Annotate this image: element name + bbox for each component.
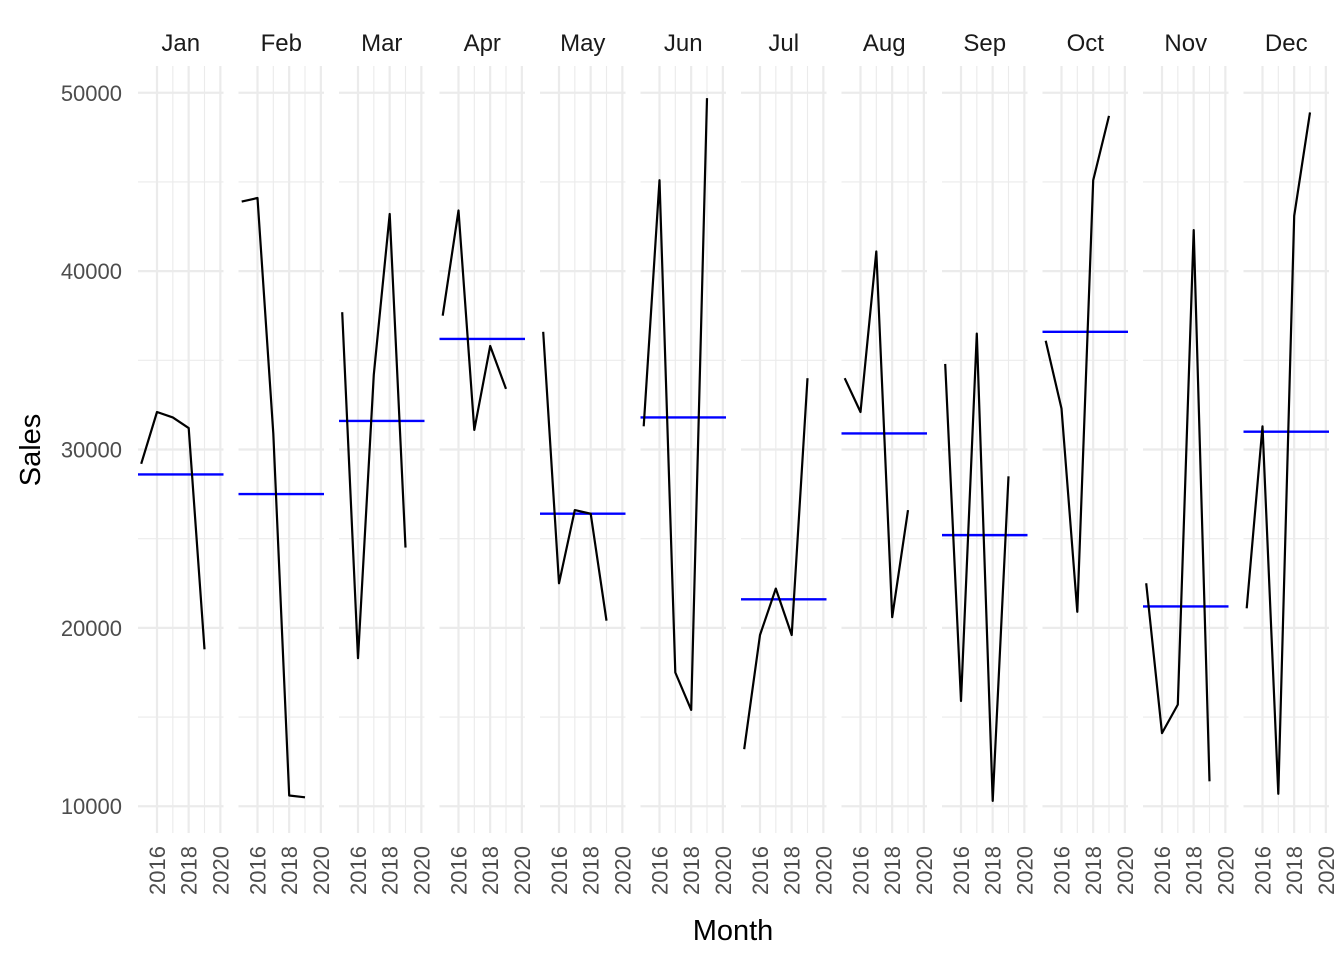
y-axis-title: Sales: [15, 414, 47, 487]
x-tick-label: 2020: [1012, 846, 1037, 895]
x-tick-label: 2016: [145, 846, 170, 895]
series-line: [843, 250, 910, 619]
facet-panel-oct: Oct 2016 2018 2020: [1042, 30, 1138, 895]
facet-label: May: [560, 30, 605, 57]
x-tick-label: 2018: [378, 846, 403, 895]
x-tick-label: 2016: [849, 846, 874, 895]
facet-panel-aug: Aug 2016 2018 2020: [841, 30, 937, 895]
x-tick-label: 2020: [912, 846, 937, 895]
x-tick-label: 2020: [610, 846, 635, 895]
facet-label: Sep: [963, 30, 1006, 57]
x-tick-label: 2018: [579, 846, 604, 895]
x-tick-label: 2020: [510, 846, 535, 895]
series-line: [241, 196, 306, 799]
x-tick-label: 2018: [177, 846, 202, 895]
x-tick-label: 2016: [949, 846, 974, 895]
x-tick-label: 2018: [981, 846, 1006, 895]
x-tick-label: 2020: [1314, 846, 1339, 895]
x-tick-label: 2018: [679, 846, 704, 895]
series-line: [1044, 115, 1111, 613]
facet-label: Nov: [1164, 30, 1207, 57]
facet-label: Aug: [863, 30, 906, 57]
x-tick-label: 2018: [277, 846, 302, 895]
x-tick-label: 2016: [1050, 846, 1075, 895]
x-tick-label: 2016: [447, 846, 472, 895]
x-tick-label: 2020: [208, 846, 233, 895]
x-tick-label: 2016: [648, 846, 673, 895]
series-line: [944, 332, 1010, 803]
x-tick-label: 2018: [780, 846, 805, 895]
x-tick-label: 2020: [309, 846, 334, 895]
facet-panel-jan: Jan 2016 2018 2020: [138, 30, 233, 895]
y-tick-label: 10000: [61, 794, 122, 819]
x-tick-label: 2018: [880, 846, 905, 895]
x-tick-label: 2020: [1213, 846, 1238, 895]
facet-panel-jul: Jul 2016 2018 2020: [741, 30, 836, 895]
x-tick-label: 2018: [1081, 846, 1106, 895]
facet-label: Apr: [464, 30, 501, 57]
facet-label: Oct: [1067, 30, 1105, 57]
series-line: [1245, 112, 1312, 795]
facet-label: Feb: [261, 30, 302, 57]
x-tick-label: 2020: [711, 846, 736, 895]
facet-label: Jul: [768, 30, 799, 57]
x-tick-label: 2018: [478, 846, 503, 895]
facet-label: Dec: [1265, 30, 1308, 57]
facet-panel-mar: Mar 2016 2018 2020: [339, 30, 434, 895]
x-tick-label: 2016: [346, 846, 371, 895]
series-line: [542, 331, 608, 621]
y-axis: 10000 20000 30000 40000 50000: [61, 81, 122, 819]
facet-panel-dec: Dec 2016 2018 2020: [1243, 30, 1339, 895]
facet-panel-nov: Nov 2016 2018 2020: [1143, 30, 1238, 895]
x-tick-label: 2020: [811, 846, 836, 895]
facet-panel-may: May 2016 2018 2020: [540, 30, 635, 895]
x-tick-label: 2016: [547, 846, 572, 895]
facet-label: Jun: [664, 30, 703, 57]
y-tick-label: 30000: [61, 438, 122, 463]
facet-label: Jan: [161, 30, 200, 57]
facet-panel-apr: Apr 2016 2018 2020: [439, 30, 535, 895]
y-tick-label: 40000: [61, 259, 122, 284]
series-line: [642, 98, 709, 712]
series-line: [140, 410, 206, 650]
facet-panel-feb: Feb 2016 2018 2020: [238, 30, 334, 895]
y-tick-label: 20000: [61, 616, 122, 641]
series-line: [341, 212, 407, 660]
x-tick-label: 2020: [409, 846, 434, 895]
series-line: [1145, 229, 1211, 782]
facet-panel-jun: Jun 2016 2018 2020: [640, 30, 736, 895]
series-line: [441, 209, 508, 431]
x-tick-label: 2020: [1113, 846, 1138, 895]
x-tick-label: 2016: [1251, 846, 1276, 895]
x-axis-title: Month: [693, 915, 774, 947]
x-tick-label: 2016: [246, 846, 271, 895]
y-tick-label: 50000: [61, 81, 122, 106]
facet-panel-sep: Sep 2016 2018 2020: [942, 30, 1037, 895]
x-tick-label: 2018: [1282, 846, 1307, 895]
facet-label: Mar: [361, 30, 402, 57]
x-tick-label: 2016: [748, 846, 773, 895]
x-tick-label: 2018: [1182, 846, 1207, 895]
series-line: [743, 378, 809, 750]
x-tick-label: 2016: [1150, 846, 1175, 895]
